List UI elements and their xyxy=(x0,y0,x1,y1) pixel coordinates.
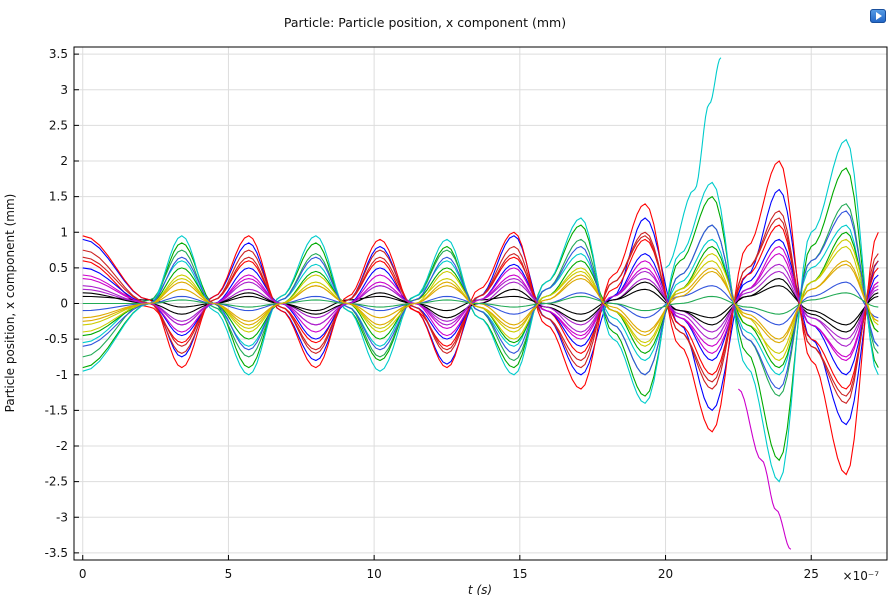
x-tick-label: 20 xyxy=(658,567,673,581)
series-line xyxy=(82,260,879,344)
y-tick-label: 0 xyxy=(60,297,68,311)
x-tick-label: 10 xyxy=(366,567,381,581)
y-tick-label: 2.5 xyxy=(49,118,68,132)
y-tick-label: -2 xyxy=(56,439,68,453)
series-line xyxy=(82,245,879,362)
series-line xyxy=(82,217,879,397)
y-axis-label: Particle position, x component (mm) xyxy=(3,194,17,413)
y-tick-label: -1.5 xyxy=(45,403,68,417)
y-tick-label: 3.5 xyxy=(49,47,68,61)
series-line xyxy=(82,238,879,362)
x-tick-label: 15 xyxy=(512,567,527,581)
outlier-series-line xyxy=(665,57,722,269)
series-line xyxy=(82,245,879,354)
series-line xyxy=(82,278,879,333)
y-tick-label: -2.5 xyxy=(45,475,68,489)
series-line xyxy=(82,224,879,376)
play-icon[interactable] xyxy=(870,9,886,23)
series-line xyxy=(82,231,879,369)
series-line xyxy=(82,210,879,390)
series-line xyxy=(82,263,879,340)
y-tick-label: 3 xyxy=(60,83,68,97)
x-multiplier-label: ×10⁻⁷ xyxy=(843,569,880,583)
chart-title: Particle: Particle position, x component… xyxy=(284,15,566,30)
y-tick-label: -3.5 xyxy=(45,546,68,560)
series-group xyxy=(82,57,879,550)
y-tick-label: -3 xyxy=(56,510,68,524)
y-tick-label: -1 xyxy=(56,368,68,382)
series-line xyxy=(82,238,879,376)
series-line xyxy=(82,167,879,462)
y-tick-label: 1 xyxy=(60,225,68,239)
series-line xyxy=(82,281,879,326)
ticks: 0 5 10 15 20 25 3.5 3 2.5 2 1.5 1 0.5 0 -0.5 -1 -1.5 -2 -2… xyxy=(45,47,819,581)
series-line xyxy=(82,270,879,340)
x-tick-label: 0 xyxy=(79,567,87,581)
series-line xyxy=(82,138,879,483)
series-line xyxy=(82,188,879,426)
grid xyxy=(74,47,887,560)
x-tick-label: 25 xyxy=(804,567,819,581)
series-line xyxy=(82,224,879,390)
x-tick-label: 5 xyxy=(225,567,233,581)
x-axis-label: t (s) xyxy=(468,583,492,595)
y-tick-label: 2 xyxy=(60,154,68,168)
series-line xyxy=(82,160,879,476)
y-tick-label: 0.5 xyxy=(49,261,68,275)
series-line xyxy=(82,292,879,315)
outlier-series-line xyxy=(738,388,792,550)
series-line xyxy=(82,263,879,347)
y-tick-label: 1.5 xyxy=(49,190,68,204)
y-tick-label: -0.5 xyxy=(45,332,68,346)
